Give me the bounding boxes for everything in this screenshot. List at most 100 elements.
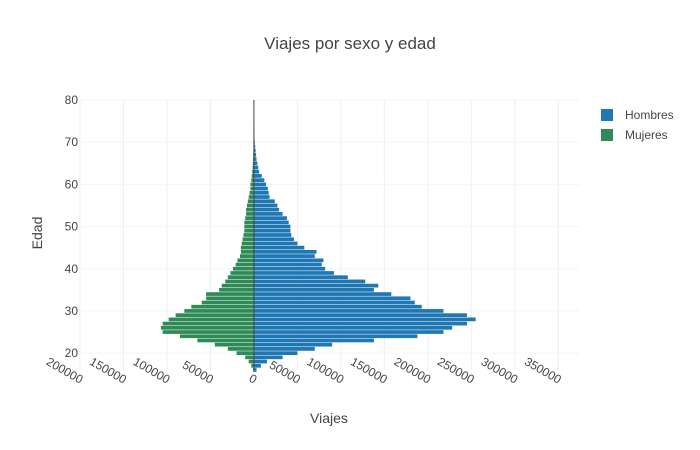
bar-mujeres[interactable] bbox=[244, 224, 254, 229]
bar-mujeres[interactable] bbox=[245, 216, 254, 220]
bar-hombres[interactable] bbox=[253, 283, 379, 288]
bar-hombres[interactable] bbox=[253, 186, 268, 191]
bar-mujeres[interactable] bbox=[252, 161, 254, 166]
bar-mujeres[interactable] bbox=[248, 359, 254, 364]
bar-hombres[interactable] bbox=[253, 224, 291, 229]
bar-mujeres[interactable] bbox=[242, 237, 254, 242]
bar-hombres[interactable] bbox=[253, 304, 422, 309]
bar-hombres[interactable] bbox=[253, 334, 418, 339]
bar-mujeres[interactable] bbox=[244, 220, 254, 225]
bar-mujeres[interactable] bbox=[246, 212, 254, 216]
bar-mujeres[interactable] bbox=[201, 300, 254, 305]
bar-hombres[interactable] bbox=[253, 313, 467, 318]
bar-mujeres[interactable] bbox=[248, 195, 254, 199]
bar-hombres[interactable] bbox=[253, 296, 411, 301]
bar-hombres[interactable] bbox=[253, 355, 283, 360]
bar-hombres[interactable] bbox=[253, 258, 324, 263]
bar-mujeres[interactable] bbox=[251, 363, 254, 368]
bar-hombres[interactable] bbox=[253, 338, 374, 343]
bar-mujeres[interactable] bbox=[214, 342, 254, 347]
bar-hombres[interactable] bbox=[253, 363, 261, 368]
bar-mujeres[interactable] bbox=[227, 347, 254, 351]
bar-hombres[interactable] bbox=[253, 266, 326, 271]
bar-hombres[interactable] bbox=[253, 359, 267, 364]
bar-hombres[interactable] bbox=[253, 279, 366, 284]
bar-mujeres[interactable] bbox=[241, 241, 254, 246]
bar-mujeres[interactable] bbox=[160, 325, 254, 330]
bar-hombres[interactable] bbox=[253, 207, 280, 212]
bar-hombres[interactable] bbox=[253, 190, 269, 195]
bar-mujeres[interactable] bbox=[250, 186, 254, 191]
bar-hombres[interactable] bbox=[253, 347, 315, 351]
bar-mujeres[interactable] bbox=[236, 351, 254, 355]
bar-mujeres[interactable] bbox=[191, 304, 254, 309]
bar-mujeres[interactable] bbox=[252, 169, 254, 174]
bar-mujeres[interactable] bbox=[250, 182, 254, 187]
bar-mujeres[interactable] bbox=[184, 309, 254, 313]
bar-hombres[interactable] bbox=[253, 351, 298, 355]
bar-hombres[interactable] bbox=[253, 287, 374, 292]
bar-mujeres[interactable] bbox=[246, 207, 254, 212]
bar-mujeres[interactable] bbox=[227, 275, 254, 280]
legend-item-hombres[interactable]: Hombres bbox=[601, 105, 674, 125]
bar-mujeres[interactable] bbox=[221, 283, 254, 288]
bar-mujeres[interactable] bbox=[245, 355, 254, 360]
bar-hombres[interactable] bbox=[253, 157, 257, 161]
bar-mujeres[interactable] bbox=[162, 330, 254, 334]
bar-hombres[interactable] bbox=[253, 309, 444, 313]
bar-hombres[interactable] bbox=[253, 169, 260, 174]
bar-mujeres[interactable] bbox=[244, 228, 254, 233]
bar-hombres[interactable] bbox=[253, 199, 275, 204]
bar-hombres[interactable] bbox=[253, 271, 334, 275]
bar-hombres[interactable] bbox=[253, 195, 270, 199]
bar-mujeres[interactable] bbox=[249, 190, 254, 195]
bar-mujeres[interactable] bbox=[175, 313, 254, 318]
bar-mujeres[interactable] bbox=[197, 338, 254, 343]
bar-mujeres[interactable] bbox=[225, 279, 254, 284]
bar-mujeres[interactable] bbox=[247, 199, 254, 204]
bar-mujeres[interactable] bbox=[206, 296, 254, 301]
bar-mujeres[interactable] bbox=[251, 178, 254, 183]
bar-mujeres[interactable] bbox=[243, 233, 254, 237]
bar-hombres[interactable] bbox=[253, 203, 278, 208]
bar-mujeres[interactable] bbox=[240, 245, 254, 250]
bar-hombres[interactable] bbox=[253, 148, 256, 153]
bar-mujeres[interactable] bbox=[219, 287, 254, 292]
bar-hombres[interactable] bbox=[253, 342, 333, 347]
bar-mujeres[interactable] bbox=[240, 254, 254, 258]
bar-mujeres[interactable] bbox=[233, 266, 254, 271]
bar-hombres[interactable] bbox=[253, 292, 392, 296]
bar-mujeres[interactable] bbox=[246, 203, 254, 208]
bar-mujeres[interactable] bbox=[180, 334, 254, 339]
bar-mujeres[interactable] bbox=[237, 258, 254, 263]
bar-hombres[interactable] bbox=[253, 321, 467, 326]
legend-item-mujeres[interactable]: Mujeres bbox=[601, 125, 674, 145]
bar-mujeres[interactable] bbox=[206, 292, 254, 296]
bar-hombres[interactable] bbox=[253, 182, 267, 187]
bar-hombres[interactable] bbox=[253, 245, 305, 250]
bar-hombres[interactable] bbox=[253, 237, 294, 242]
bar-mujeres[interactable] bbox=[162, 321, 254, 326]
bar-hombres[interactable] bbox=[253, 233, 292, 237]
bar-mujeres[interactable] bbox=[251, 174, 254, 178]
bar-hombres[interactable] bbox=[253, 368, 257, 372]
bar-hombres[interactable] bbox=[253, 144, 256, 149]
bar-hombres[interactable] bbox=[253, 161, 258, 166]
bar-mujeres[interactable] bbox=[230, 271, 254, 275]
bar-hombres[interactable] bbox=[253, 330, 444, 334]
bar-hombres[interactable] bbox=[253, 152, 257, 157]
bar-mujeres[interactable] bbox=[235, 262, 254, 267]
bar-mujeres[interactable] bbox=[168, 317, 254, 322]
bar-hombres[interactable] bbox=[253, 178, 265, 183]
bar-hombres[interactable] bbox=[253, 216, 287, 220]
legend[interactable]: Hombres Mujeres bbox=[601, 105, 674, 145]
bar-hombres[interactable] bbox=[253, 174, 262, 178]
bar-hombres[interactable] bbox=[253, 250, 317, 254]
bar-hombres[interactable] bbox=[253, 220, 289, 225]
bar-mujeres[interactable] bbox=[240, 250, 254, 254]
bar-mujeres[interactable] bbox=[252, 165, 254, 170]
bar-hombres[interactable] bbox=[253, 228, 291, 233]
bar-hombres[interactable] bbox=[253, 241, 298, 246]
bar-hombres[interactable] bbox=[253, 262, 322, 267]
bar-hombres[interactable] bbox=[253, 165, 259, 170]
